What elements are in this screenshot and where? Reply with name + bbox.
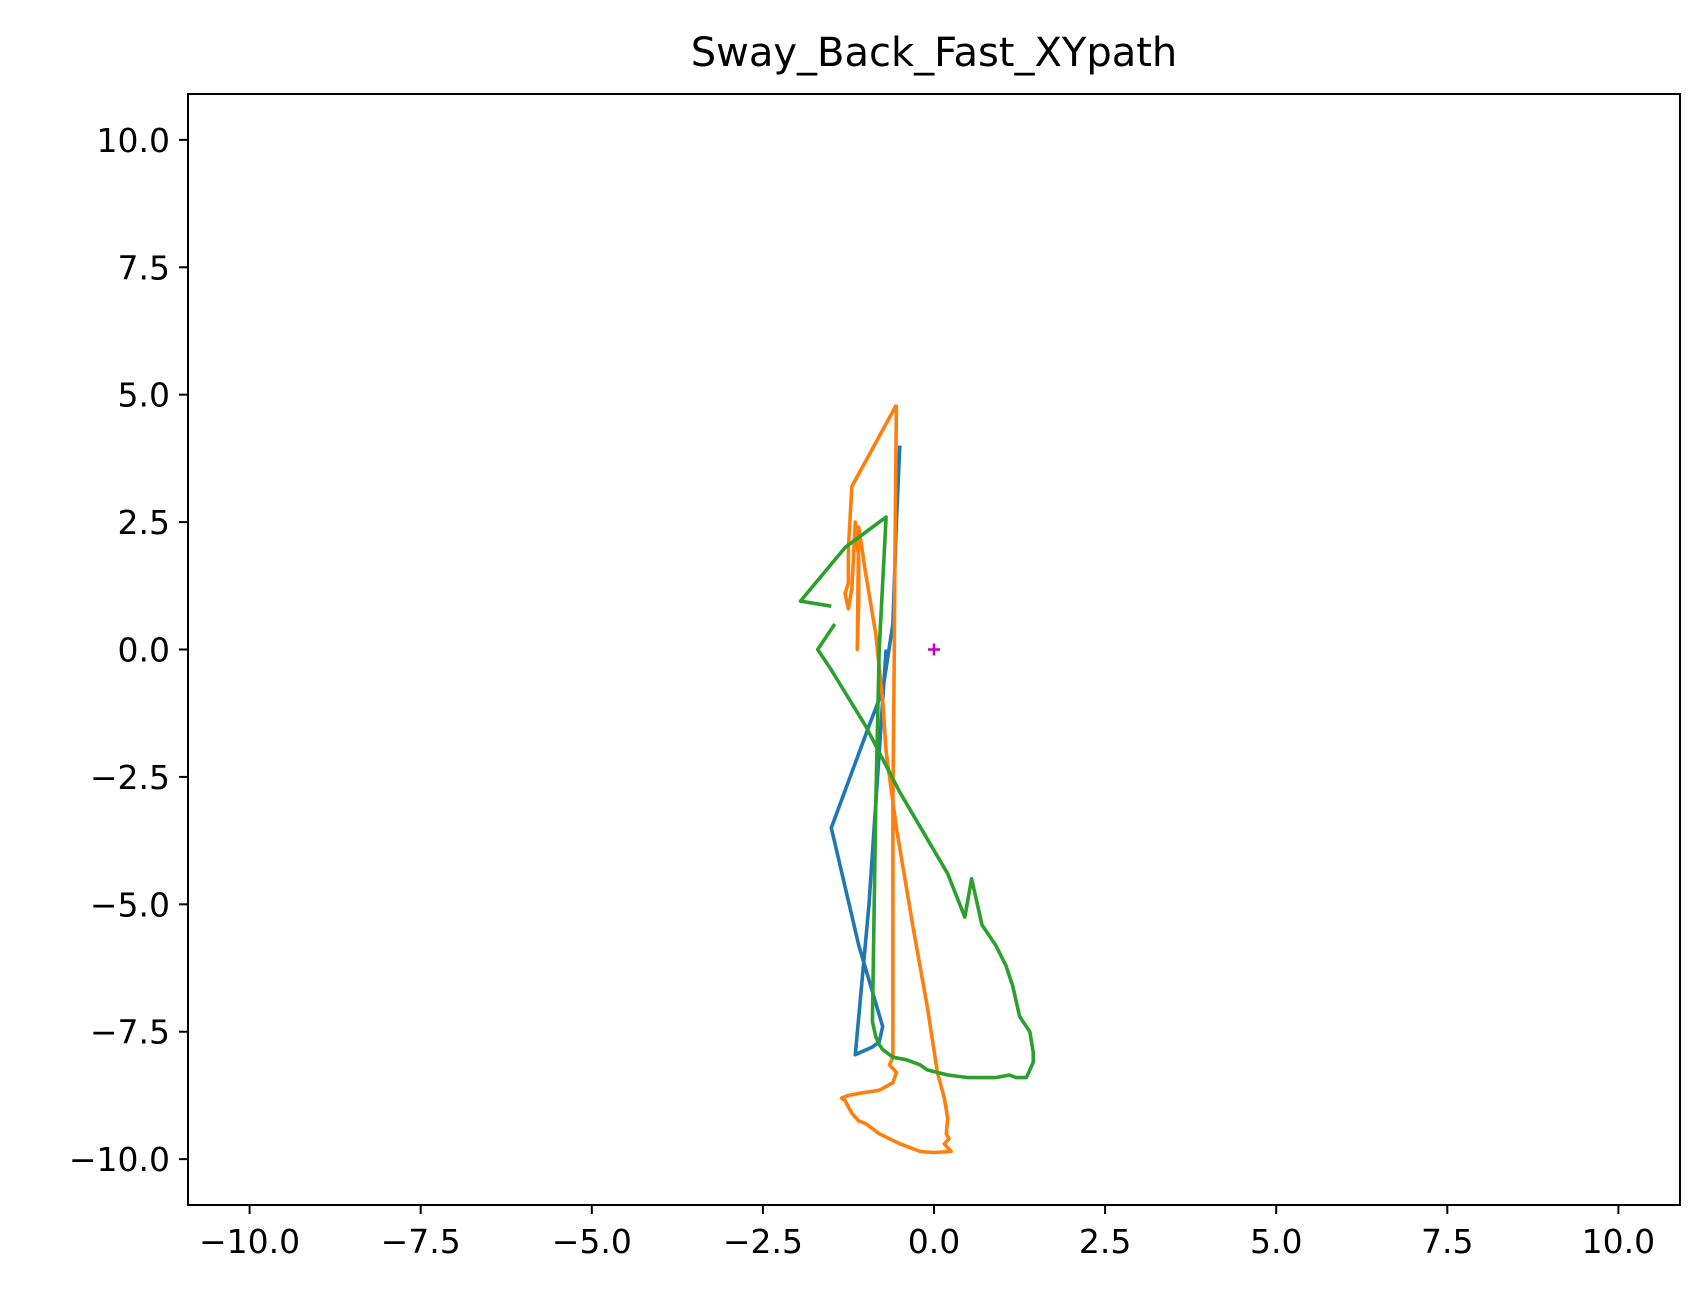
x-tick-label: −10.0 [199,1222,300,1261]
y-tick-label: −2.5 [90,758,170,797]
series-line-3 [798,515,1035,1080]
y-tick-label: −5.0 [90,885,170,924]
y-tick-label: 0.0 [118,631,170,670]
series-line-1 [829,445,902,1057]
x-tick-label: 10.0 [1582,1222,1655,1261]
y-tick-label: 5.0 [118,376,170,415]
plot-content [798,404,1035,1155]
origin-marker [928,643,940,656]
axes: −10.0 −7.5 −5.0 −2.5 0.0 2.5 5.0 7.5 10.0 −10.0 −7… [69,93,1681,1261]
x-tick-label: 0.0 [908,1222,960,1261]
y-tick-label: 7.5 [118,248,170,287]
y-tick-label: 10.0 [97,121,170,160]
x-tick-label: 5.0 [1250,1222,1302,1261]
y-tick-label: 2.5 [118,503,170,542]
x-tick-label: −7.5 [381,1222,461,1261]
x-tick-label: 7.5 [1421,1222,1473,1261]
y-tick-label: −10.0 [69,1140,170,1179]
x-tick-label: −2.5 [723,1222,803,1261]
chart-title: Sway_Back_Fast_XYpath [691,30,1178,76]
x-tick-label: −5.0 [552,1222,632,1261]
series-line-2 [839,404,953,1155]
x-tick-label: 2.5 [1079,1222,1131,1261]
y-tick-label: −7.5 [90,1013,170,1052]
